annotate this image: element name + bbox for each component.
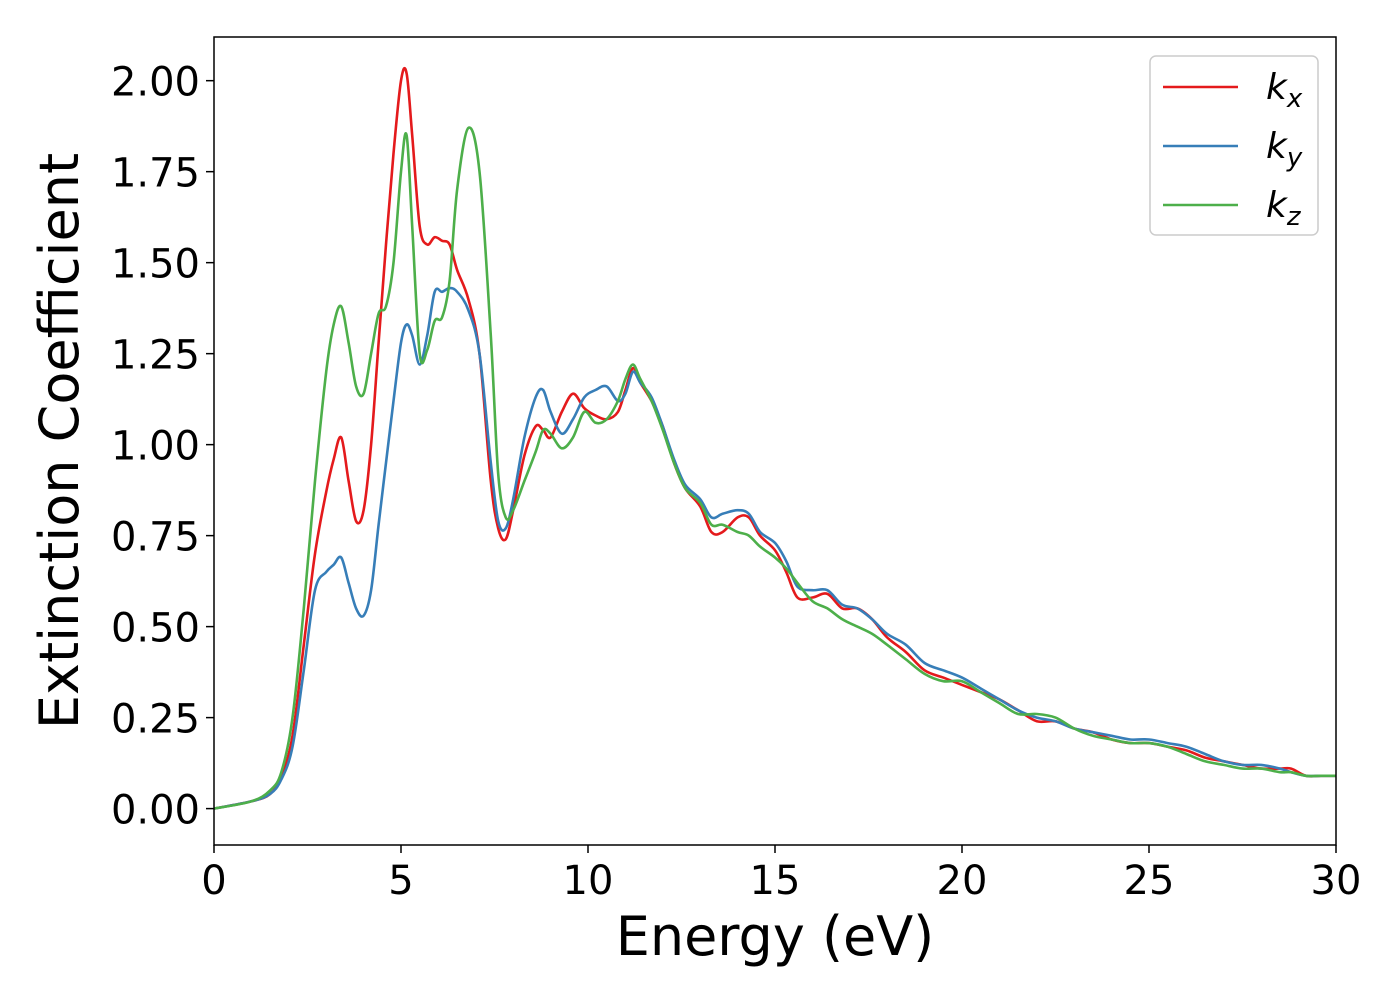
series-line-z xyxy=(213,126,1336,810)
x-tick-label: 10 xyxy=(563,858,614,904)
y-axis-ticks: 0.00 0.25 0.50 0.75 1.00 1.25 1.50 1.75 2.00 xyxy=(111,60,214,834)
y-tick-label: 0.25 xyxy=(111,697,200,743)
x-tick-label: 25 xyxy=(1124,858,1175,904)
x-tick-label: 30 xyxy=(1311,858,1362,904)
x-tick-label: 15 xyxy=(750,858,801,904)
y-axis-title: Extinction Coefficient xyxy=(28,153,91,729)
x-axis-ticks: 0 5 10 15 20 25 30 xyxy=(201,845,1361,904)
x-tick-label: 0 xyxy=(201,858,226,904)
x-tick-label: 5 xyxy=(388,858,413,904)
y-tick-label: 0.75 xyxy=(111,515,200,561)
y-tick-label: 1.00 xyxy=(111,424,200,470)
legend: kx ky kz xyxy=(1149,55,1319,236)
legend-label-y: ky xyxy=(1266,126,1303,173)
series-layer xyxy=(213,66,1336,810)
y-tick-label: 1.75 xyxy=(111,151,200,197)
y-tick-label: 1.25 xyxy=(111,333,200,379)
y-tick-label: 0.50 xyxy=(111,606,200,652)
y-tick-label: 1.50 xyxy=(111,242,200,288)
x-tick-label: 20 xyxy=(937,858,988,904)
y-tick-label: 0.00 xyxy=(111,788,200,834)
legend-label-z: kz xyxy=(1266,185,1302,232)
y-tick-label: 2.00 xyxy=(111,60,200,106)
legend-label-x: kx xyxy=(1266,67,1303,114)
x-axis-title: Energy (eV) xyxy=(616,905,935,968)
